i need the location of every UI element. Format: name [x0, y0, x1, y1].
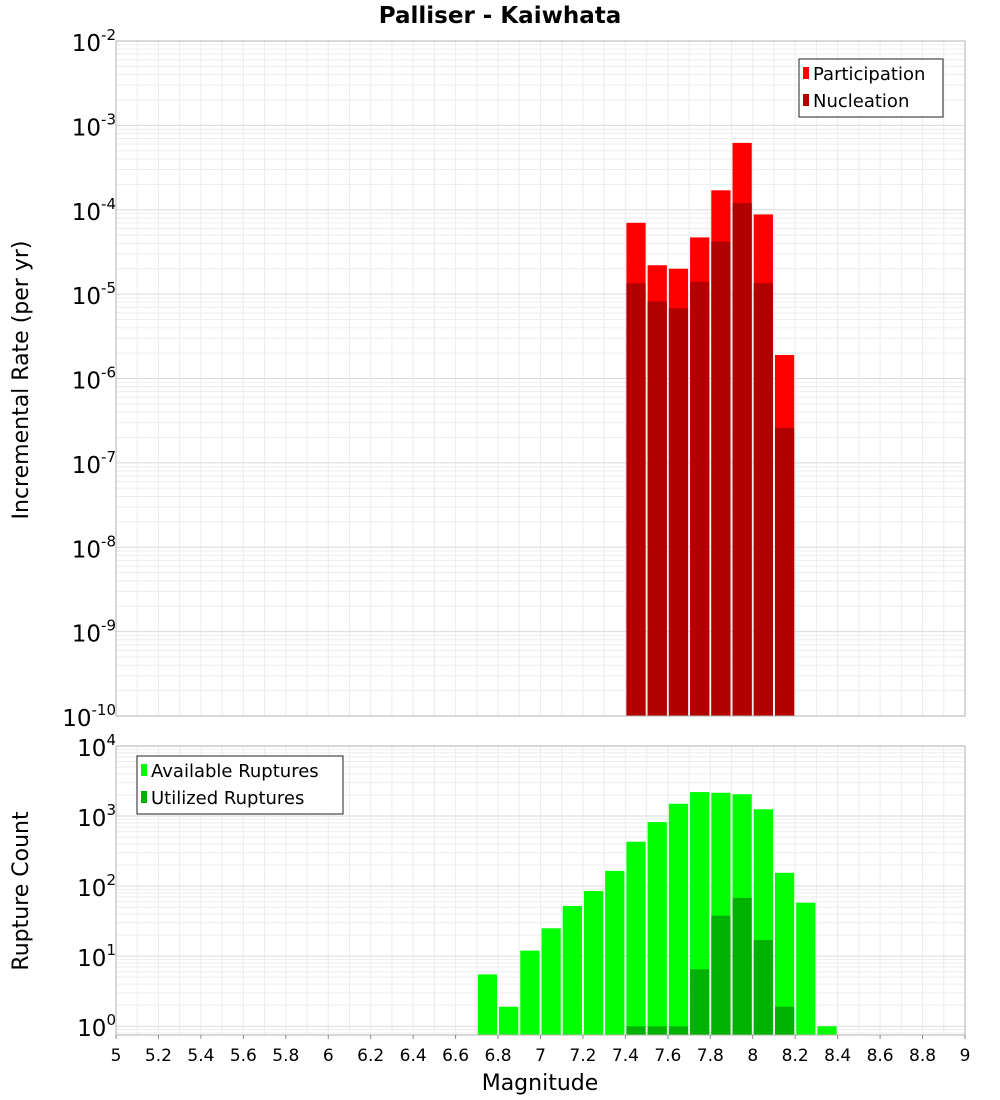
x-tick-label: 7.2 [569, 1046, 596, 1066]
y-axis-label: Rupture Count [9, 811, 34, 971]
bar-available-ruptures [541, 928, 561, 1035]
bar-available-ruptures [774, 872, 795, 1035]
bar-available-ruptures [647, 822, 667, 1035]
x-tick-label: 5.6 [230, 1046, 257, 1066]
bar-utilized-ruptures [626, 1026, 646, 1035]
bar-available-ruptures [796, 902, 816, 1035]
x-tick-label: 5 [111, 1046, 122, 1066]
x-tick-label: 5.8 [272, 1046, 299, 1066]
bar-nucleation [732, 203, 752, 716]
x-tick-label: 6.4 [400, 1046, 427, 1066]
y-tick-label: 10-4 [72, 195, 116, 226]
bar-utilized-ruptures [690, 969, 710, 1035]
legend-box [798, 58, 944, 118]
x-tick-label: 7.4 [612, 1046, 639, 1066]
plot-border [115, 40, 966, 717]
x-tick-label: 8.4 [824, 1046, 851, 1066]
bar-nucleation [626, 283, 646, 716]
x-tick-label: 7 [535, 1046, 546, 1066]
bar-available-ruptures [562, 906, 582, 1035]
bar-utilized-ruptures [668, 1026, 689, 1035]
bar-available-ruptures [499, 1006, 519, 1035]
bar-nucleation [647, 301, 667, 716]
y-tick-label: 100 [77, 1011, 116, 1042]
bar-available-ruptures [668, 803, 689, 1035]
legend-swatch [803, 67, 809, 79]
x-axis-label: Magnitude [482, 1071, 599, 1096]
x-tick-label: 7.6 [654, 1046, 681, 1066]
y-tick-label: 10-2 [72, 26, 116, 57]
x-tick-label: 8.8 [909, 1046, 936, 1066]
y-tick-label: 10-7 [72, 448, 116, 479]
bar-utilized-ruptures [711, 915, 731, 1035]
y-tick-label: 10-6 [72, 364, 116, 395]
y-tick-label: 103 [77, 801, 116, 832]
x-tick-label: 7.8 [697, 1046, 724, 1066]
bar-utilized-ruptures [732, 897, 752, 1035]
x-tick-label: 6.2 [357, 1046, 384, 1066]
x-tick-label: 8.2 [782, 1046, 809, 1066]
bar-nucleation [753, 283, 773, 716]
legend: Available Ruptures Utilized Ruptures [136, 755, 344, 815]
y-tick-label: 102 [77, 871, 116, 902]
legend: Participation Nucleation [798, 58, 944, 118]
x-tick-label: 6.6 [442, 1046, 469, 1066]
y-tick-label: 10-5 [72, 279, 116, 310]
bar-available-ruptures [520, 950, 540, 1035]
x-tick-label: 6 [323, 1046, 334, 1066]
bar-utilized-ruptures [647, 1026, 667, 1035]
chart-title: Palliser - Kaiwhata [379, 3, 622, 29]
x-tick-label: 9 [960, 1046, 971, 1066]
y-tick-label: 104 [77, 731, 116, 762]
legend-label: Utilized Ruptures [151, 788, 304, 809]
x-tick-label: 8 [747, 1046, 758, 1066]
y-tick-label: 101 [77, 941, 116, 972]
x-tick-label: 5.2 [145, 1046, 172, 1066]
rate-panel: 10-10 10-9 10-8 10-7 10-6 10-5 10-4 10-3 10-2 Inc… [9, 26, 966, 732]
bar-available-ruptures [583, 891, 604, 1035]
legend-box [136, 755, 344, 815]
y-tick-label: 10-3 [72, 110, 116, 141]
bar-available-ruptures [817, 1026, 837, 1035]
count-panel: 100 101 102 103 104 Rupture Count 5 5.2 5.4 5.6 5.… [9, 731, 970, 1096]
y-tick-label: 10-8 [72, 532, 116, 563]
bar-nucleation [668, 308, 689, 716]
legend-swatch [141, 764, 147, 776]
legend-label: Available Ruptures [151, 761, 319, 782]
legend-label: Participation [813, 64, 925, 85]
legend-swatch [803, 94, 809, 106]
x-tick-label: 5.4 [187, 1046, 214, 1066]
bar-available-ruptures [605, 870, 625, 1035]
legend-swatch [141, 791, 147, 803]
bar-utilized-ruptures [774, 1006, 795, 1035]
bar-nucleation [690, 281, 710, 716]
bar-nucleation [774, 427, 795, 716]
y-axis-label: Incremental Rate (per yr) [9, 241, 34, 520]
x-tick-label: 8.6 [867, 1046, 894, 1066]
legend-label: Nucleation [813, 91, 909, 112]
y-tick-label: 10-10 [62, 701, 116, 732]
bar-utilized-ruptures [753, 940, 773, 1035]
bar-available-ruptures [477, 974, 498, 1035]
y-tick-label: 10-9 [72, 617, 116, 648]
bar-available-ruptures [626, 841, 646, 1035]
bar-nucleation [711, 241, 731, 717]
x-tick-label: 6.8 [485, 1046, 512, 1066]
